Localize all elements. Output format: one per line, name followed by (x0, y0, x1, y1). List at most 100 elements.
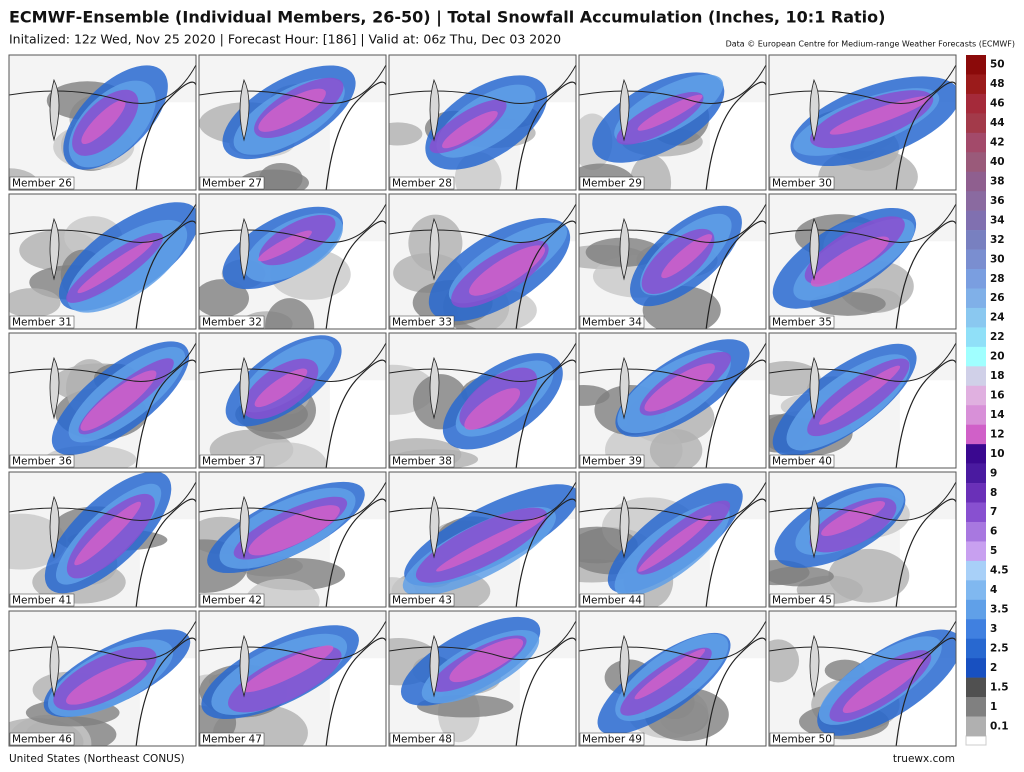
map-layer (389, 472, 576, 607)
lake (809, 356, 820, 419)
label-box (389, 454, 455, 468)
color-swatch (966, 502, 986, 523)
map-layer (579, 194, 766, 329)
lake (619, 495, 630, 558)
colorbar-label: 8 (990, 487, 997, 499)
coast (325, 498, 386, 607)
label-box (9, 454, 75, 468)
snow-light (265, 298, 315, 329)
panel-label: Member 32 (202, 317, 262, 329)
map-panel: Member 42 (198, 471, 387, 608)
coast (325, 359, 386, 468)
snow-light (199, 279, 249, 318)
snow-band (819, 365, 901, 425)
map-layer (579, 55, 766, 190)
panel-frame (198, 471, 387, 608)
label-box (769, 732, 835, 746)
border (199, 481, 386, 521)
colorbar-label: 18 (990, 370, 1005, 382)
map-panel: Member 34 (578, 193, 767, 330)
panel-frame (198, 193, 387, 330)
label-box (9, 176, 75, 190)
panel-frame (388, 471, 577, 608)
colorbar-label: 4.5 (990, 565, 1009, 577)
ocean (329, 658, 386, 746)
colorbar-label: 4 (990, 584, 997, 596)
panel-frame (578, 610, 767, 747)
color-swatch (966, 269, 986, 289)
snow-band (634, 648, 706, 700)
map-panel: Member 40 (768, 332, 957, 469)
border (769, 64, 956, 104)
title: ECMWF-Ensemble (Individual Members, 26-5… (9, 8, 885, 28)
color-swatch (966, 132, 986, 153)
coast (515, 220, 576, 329)
lake (429, 495, 440, 558)
map-panel: Member 33 (388, 193, 577, 330)
snow-light (769, 361, 821, 397)
colorbar-label: 44 (990, 117, 1005, 129)
footer-site: truewx.com (893, 753, 955, 765)
lake (809, 78, 820, 141)
panel-label: Member 31 (12, 317, 72, 329)
border (579, 481, 766, 521)
color-swatch (966, 93, 986, 114)
map-panel: Member 30 (768, 54, 957, 191)
panel-frame (578, 193, 767, 330)
snow-light (649, 429, 703, 468)
colorbar-label: 3 (990, 623, 997, 635)
label-box (389, 315, 455, 329)
map-layer (199, 55, 386, 190)
panel-label: Member 29 (582, 178, 642, 190)
border (199, 64, 386, 104)
map-layer (199, 611, 386, 746)
map-panel: Member 29 (578, 54, 767, 191)
colorbar-label: 38 (990, 175, 1005, 187)
map-panel: Member 43 (388, 471, 577, 608)
snow-band (661, 234, 713, 279)
lake (429, 78, 440, 141)
subtitle: Initalized: 12z Wed, Nov 25 2020 | Forec… (9, 32, 561, 47)
color-swatch (966, 521, 986, 542)
coast (895, 81, 956, 190)
footer-region: United States (Northeast CONUS) (9, 753, 185, 765)
border (389, 620, 576, 660)
colorbar-label: 28 (990, 273, 1005, 285)
lake (49, 356, 60, 419)
map-layer (199, 472, 386, 607)
panel-label: Member 47 (202, 734, 262, 746)
color-swatch (966, 541, 986, 562)
label-box (199, 176, 265, 190)
border (9, 203, 196, 243)
map-panel: Member 41 (8, 471, 197, 608)
label-box (199, 593, 265, 607)
color-swatch (966, 405, 986, 425)
map-panel: Member 47 (198, 610, 387, 747)
coast (705, 637, 766, 746)
border (769, 481, 956, 521)
ocean (329, 102, 386, 190)
colorbar-label: 40 (990, 156, 1005, 168)
colorbar-label: 2 (990, 662, 997, 674)
panel-frame (578, 332, 767, 469)
color-swatch (966, 307, 986, 328)
lake (809, 634, 820, 697)
colorbar-label: 20 (990, 351, 1005, 363)
snow-band (258, 88, 326, 132)
snow-light (244, 442, 327, 468)
coast (895, 220, 956, 329)
snow-band (464, 388, 521, 430)
color-swatch (966, 210, 986, 231)
border (579, 342, 766, 382)
map-panel: Member 32 (198, 193, 387, 330)
snow-band (644, 363, 715, 412)
map-layer (769, 194, 956, 329)
panel-label: Member 33 (392, 317, 452, 329)
lake (239, 634, 250, 697)
color-swatch (966, 249, 986, 270)
color-swatch (966, 677, 986, 698)
map-layer (389, 611, 576, 746)
color-swatch (966, 74, 986, 95)
panel-label: Member 43 (392, 595, 452, 607)
